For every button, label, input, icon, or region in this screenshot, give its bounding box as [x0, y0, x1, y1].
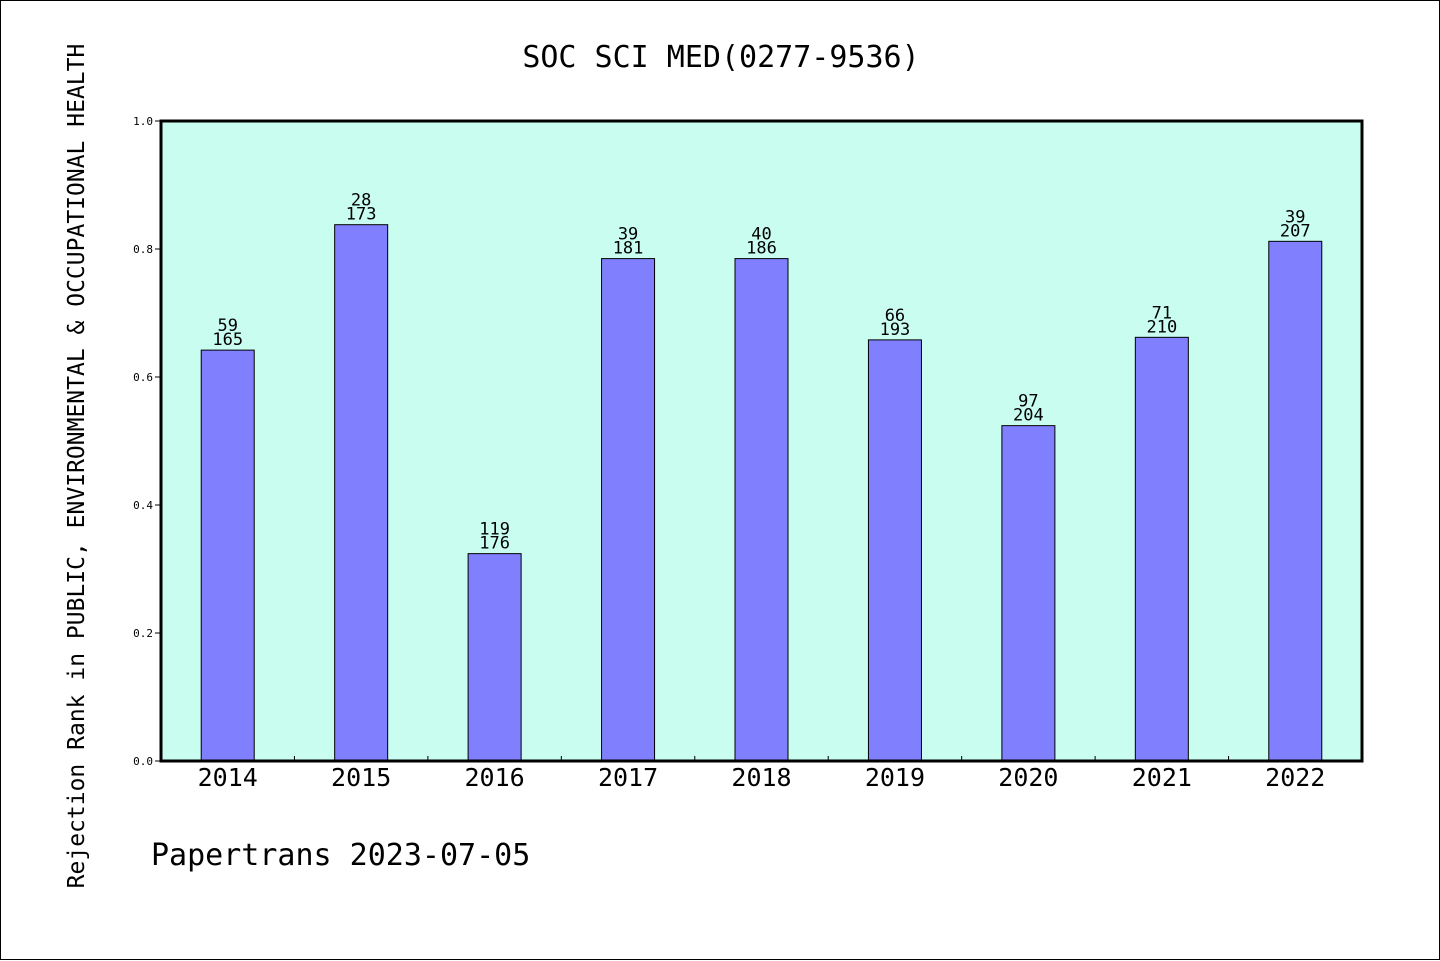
- bar-2017: [601, 258, 656, 762]
- bar-rank-label: 66: [885, 306, 905, 326]
- bar-2020: [1001, 425, 1056, 762]
- bar-2014: [200, 349, 255, 762]
- bar-total-label: 176: [479, 534, 510, 554]
- x-tick-label: 2017: [598, 763, 658, 792]
- bar-2015: [334, 224, 389, 762]
- x-tick-label: 2022: [1265, 763, 1325, 792]
- y-tick-label: 0.8: [133, 243, 153, 256]
- bar-rank-label: 119: [479, 520, 510, 540]
- y-tick-label: 0.0: [133, 755, 153, 768]
- bar-total-label: 204: [1013, 406, 1044, 426]
- x-tick-label: 2016: [465, 763, 525, 792]
- bar-total-label: 165: [212, 330, 243, 350]
- x-tick-label: 2019: [865, 763, 925, 792]
- footer-credit: Papertrans 2023-07-05: [151, 838, 530, 873]
- x-tick-label: 2014: [198, 763, 258, 792]
- bar-rank-label: 39: [618, 225, 638, 245]
- bar-rank-label: 28: [351, 191, 371, 211]
- x-tick-label: 2015: [331, 763, 391, 792]
- ticks-layer: 0.0 0.2 0.4 0.6 0.8 1.0 2014 2015 2016 2017 2018 20…: [133, 115, 1325, 792]
- bar-total-label: 181: [613, 239, 644, 259]
- y-tick-label: 0.6: [133, 371, 153, 384]
- bar-total-label: 207: [1280, 221, 1311, 241]
- y-tick-label: 1.0: [133, 115, 153, 128]
- chart-title: SOC SCI MED(0277-9536): [522, 40, 919, 75]
- bar-2022: [1268, 240, 1323, 762]
- y-tick-label: 0.2: [133, 627, 153, 640]
- bar-total-label: 186: [746, 239, 777, 259]
- bar-2021: [1134, 336, 1189, 762]
- bars-layer: 1655917328176119181391864019366204972107…: [200, 191, 1323, 762]
- bar-2019: [867, 339, 922, 762]
- x-tick-label: 2020: [998, 763, 1058, 792]
- y-tick-label: 0.4: [133, 499, 153, 512]
- y-axis-label: Rejection Rank in PUBLIC, ENVIRONMENTAL …: [64, 44, 90, 889]
- bar-2018: [734, 258, 789, 762]
- x-tick-label: 2018: [731, 763, 791, 792]
- bar-2016: [467, 553, 522, 762]
- bar-rank-label: 97: [1018, 392, 1038, 412]
- bar-rank-label: 71: [1152, 303, 1172, 323]
- bar-total-label: 173: [346, 205, 377, 225]
- bar-rank-label: 59: [217, 316, 237, 336]
- bar-total-label: 210: [1146, 317, 1177, 337]
- bar-rank-label: 40: [751, 225, 771, 245]
- bar-rank-label: 39: [1285, 207, 1305, 227]
- x-tick-label: 2021: [1132, 763, 1192, 792]
- plot-border: [159, 119, 1364, 763]
- bar-total-label: 193: [880, 320, 911, 340]
